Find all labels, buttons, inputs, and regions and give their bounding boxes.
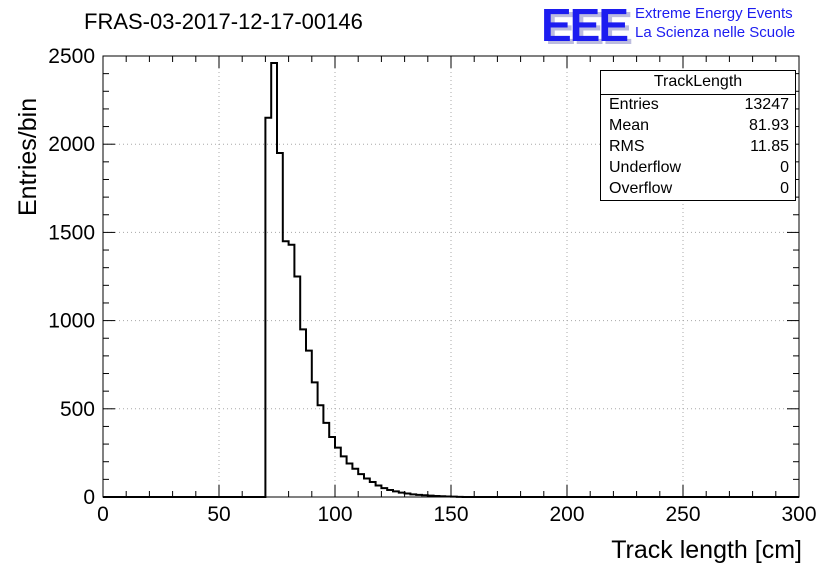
stats-row: RMS 11.85 — [601, 137, 795, 158]
y-tick-label: 0 — [83, 486, 95, 509]
stats-box: TrackLength Entries 13247 Mean 81.93 RMS… — [600, 70, 796, 201]
stats-label: Entries — [609, 96, 659, 113]
eee-logo-line1: Extreme Energy Events — [635, 5, 793, 22]
y-axis-title: Entries/bin — [14, 97, 42, 216]
eee-logo-subtitle: Extreme Energy Events La Scienza nelle S… — [635, 2, 795, 43]
y-tick-label: 1000 — [48, 310, 95, 333]
stats-row: Underflow 0 — [601, 158, 795, 179]
stats-label: RMS — [609, 138, 645, 155]
stats-label: Mean — [609, 117, 650, 134]
x-tick-label: 300 — [781, 503, 816, 526]
x-tick-label: 100 — [317, 503, 352, 526]
stats-value: 81.93 — [748, 117, 789, 134]
eee-logo-line2: La Scienza nelle Scuole — [635, 23, 796, 41]
stats-label: Underflow — [609, 159, 682, 176]
stats-value: 0 — [780, 180, 789, 197]
x-tick-label: 200 — [549, 503, 584, 526]
stats-label: Overflow — [609, 180, 673, 197]
stats-value: 13247 — [744, 96, 790, 113]
plot-title: FRAS-03-2017-12-17-00146 — [84, 9, 363, 34]
eee-logo-text: EEE — [541, 0, 629, 51]
histogram-line — [103, 62, 799, 498]
stats-value: 11.85 — [750, 138, 789, 155]
stats-row: Mean 81.93 — [601, 116, 795, 137]
x-axis-title: Track length [cm] — [611, 536, 802, 564]
stats-box-title: TrackLength — [601, 71, 795, 95]
y-tick-label: 2000 — [48, 133, 95, 156]
x-tick-label: 250 — [665, 503, 700, 526]
stats-row: Entries 13247 — [601, 95, 795, 116]
x-tick-label: 0 — [97, 503, 109, 526]
y-tick-label: 500 — [60, 398, 95, 421]
eee-logo: EEE Extreme Energy Events La Scienza nel… — [541, 2, 795, 48]
stats-row: Overflow 0 — [601, 179, 795, 200]
y-tick-label: 1500 — [48, 221, 95, 244]
x-tick-label: 150 — [433, 503, 468, 526]
stats-value: 0 — [780, 159, 789, 176]
x-tick-label: 50 — [207, 503, 230, 526]
y-tick-label: 2500 — [48, 45, 95, 68]
